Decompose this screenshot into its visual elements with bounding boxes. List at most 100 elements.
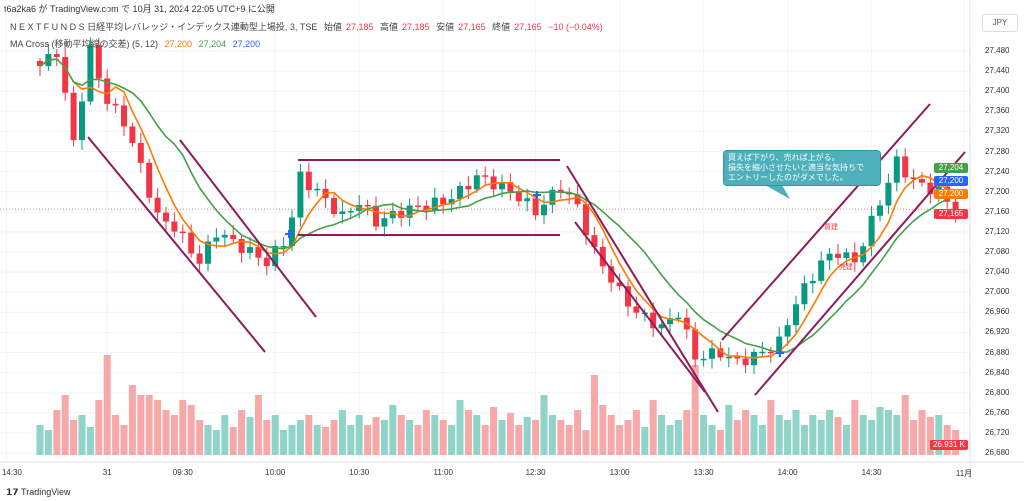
- volume-bar: [246, 417, 254, 455]
- volume-bar: [313, 425, 321, 455]
- price-tick: 27,120: [985, 226, 1010, 236]
- candle-body: [347, 210, 354, 213]
- price-tick: 27,160: [985, 206, 1010, 216]
- tradingview-logo[interactable]: 𝟭𝟳 TradingView: [6, 487, 71, 498]
- candle-body: [448, 199, 455, 205]
- volume-bar: [868, 420, 876, 455]
- price-tick: 26,880: [985, 347, 1010, 357]
- candle-body: [154, 197, 161, 213]
- candle-body: [902, 156, 909, 178]
- annotation-callout[interactable]: 買えば下がり、売れば上がる。 損失を縮小させたいと適当な気持ちで エントリーした…: [723, 150, 881, 186]
- candle-body: [406, 205, 413, 218]
- volume-bar: [775, 415, 783, 455]
- volume-bar: [137, 395, 145, 455]
- volume-bar: [548, 415, 556, 455]
- candle-body: [62, 56, 69, 93]
- volume-bar: [372, 417, 380, 455]
- candle-body: [759, 351, 766, 354]
- candle-body: [793, 304, 799, 326]
- volume-bar: [733, 420, 741, 455]
- volume-bar: [901, 395, 909, 455]
- volume-bar: [851, 400, 859, 455]
- tv-logo-icon: 𝟭𝟳: [6, 487, 22, 497]
- annotation-pointer: [765, 185, 790, 199]
- price-tick: 27,480: [985, 46, 1010, 55]
- volume-bar: [557, 420, 565, 455]
- symbol-legend: N E X T F U N D S 日経平均レバレッジ・インデックス連動型上場投…: [10, 20, 607, 33]
- price-tick: 27,200: [985, 186, 1010, 196]
- volume-bar: [78, 415, 86, 455]
- price-tick: 27,240: [985, 166, 1010, 176]
- price-tick: 26,800: [985, 387, 1010, 397]
- volume-bar: [296, 420, 304, 455]
- candle-body: [179, 231, 186, 234]
- candle-body: [524, 198, 531, 202]
- volume-bar: [439, 420, 447, 455]
- trend-line: [721, 103, 931, 341]
- trend-line: [754, 151, 966, 396]
- candle-body: [431, 197, 438, 211]
- volume-bar: [254, 395, 262, 455]
- candle-body: [742, 358, 749, 366]
- volume-bar: [322, 427, 330, 455]
- volume-bar: [884, 410, 892, 455]
- time-tick: 10:00: [265, 468, 286, 477]
- candle-body: [541, 204, 547, 216]
- candle-body: [440, 197, 447, 205]
- ma-long-value: 27,204: [198, 39, 227, 49]
- buy-tag: 買建: [824, 224, 838, 231]
- volume-bar: [784, 420, 792, 455]
- candle-body: [129, 126, 136, 143]
- time-tick: 09:30: [172, 468, 193, 477]
- time-tick: 14:30: [1, 468, 23, 477]
- candle-body: [700, 358, 707, 361]
- volume-bar: [506, 413, 514, 455]
- price-tick: 27,320: [985, 126, 1010, 136]
- candle-body: [877, 205, 883, 216]
- cross-value: 27,200: [232, 39, 261, 49]
- candle-body: [95, 45, 102, 79]
- candle-body: [137, 142, 144, 163]
- candle-body: [289, 217, 295, 246]
- candle-body: [263, 257, 270, 267]
- volume-bar: [61, 395, 69, 455]
- footer-text: TradingView: [21, 487, 71, 497]
- trend-line: [566, 165, 719, 413]
- candle-body: [574, 194, 581, 205]
- candle-body: [893, 156, 900, 183]
- volume-bar: [859, 415, 867, 455]
- annotation-line: エントリーしたのがダメでした。: [728, 173, 848, 182]
- volume-bar: [263, 420, 271, 455]
- volume-bar: [649, 400, 657, 455]
- time-tick: 13:30: [693, 468, 714, 477]
- price-tick: 26,680: [985, 448, 1010, 457]
- volume-bar: [53, 410, 61, 455]
- volume-bar: [128, 385, 136, 455]
- candle-body: [608, 266, 615, 283]
- volume-bar: [238, 410, 246, 455]
- candle-body: [591, 235, 598, 247]
- candle-body: [818, 260, 825, 281]
- candle-body: [616, 282, 623, 287]
- volume-bar: [338, 410, 346, 455]
- candle-body: [163, 212, 169, 222]
- volume-bar: [70, 420, 78, 455]
- indicator-legend[interactable]: MA Cross (移動平均線の交差) (5, 12) 27,200 27,20…: [10, 37, 264, 50]
- candle-body: [709, 348, 715, 359]
- open-value: 27,185: [345, 22, 374, 32]
- ma-long-badge: 27,204: [934, 163, 968, 173]
- volume-bar: [809, 415, 817, 455]
- volume-bar: [523, 417, 531, 455]
- volume-bar: [834, 417, 842, 455]
- candle-body: [188, 232, 195, 254]
- volume-bar: [103, 355, 111, 455]
- volume-bar: [918, 410, 926, 455]
- candle-body: [272, 245, 279, 267]
- volume-bar: [498, 420, 506, 455]
- sell-tag: 売建: [839, 264, 853, 271]
- volume-bar: [112, 415, 120, 455]
- currency-button[interactable]: JPY: [982, 14, 1018, 32]
- candle-body: [625, 286, 631, 307]
- candle-body: [482, 175, 489, 177]
